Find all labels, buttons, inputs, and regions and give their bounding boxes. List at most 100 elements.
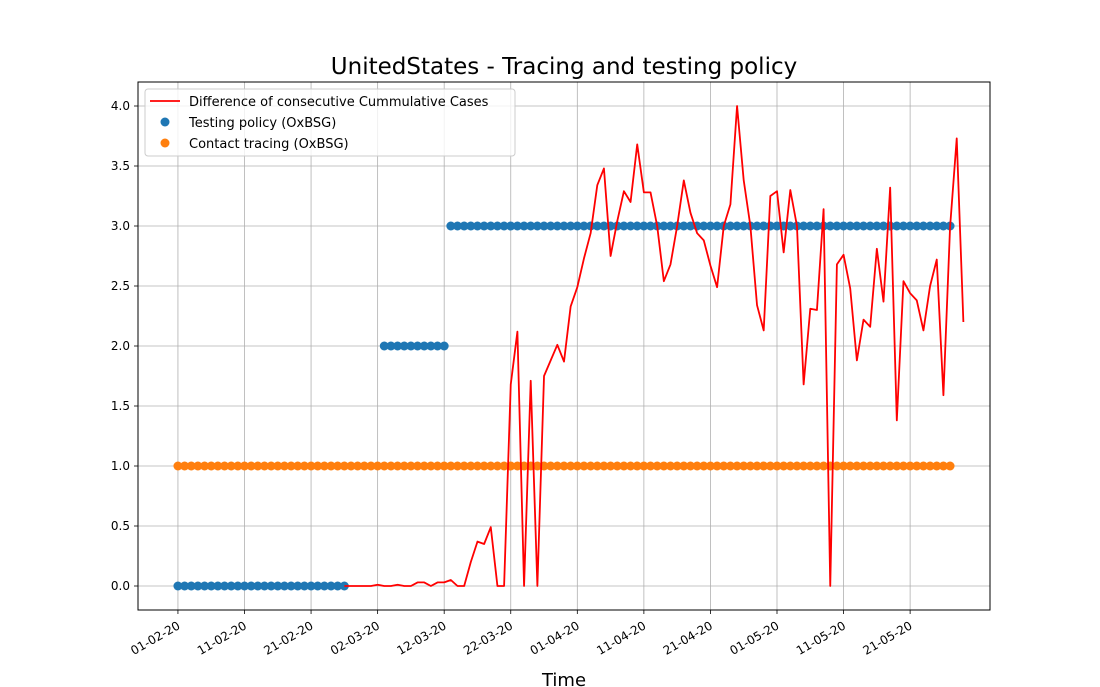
scatter-point <box>253 461 263 471</box>
scatter-point <box>240 581 249 591</box>
scatter-point <box>346 461 356 471</box>
scatter-point <box>632 461 642 471</box>
scatter-point <box>566 461 576 471</box>
scatter-point <box>439 461 449 471</box>
scatter-point <box>313 581 323 591</box>
scatter-point <box>552 221 562 231</box>
scatter-point <box>353 461 363 471</box>
scatter-point <box>499 461 509 471</box>
scatter-point <box>872 461 882 471</box>
scatter-point <box>180 461 190 471</box>
scatter-point <box>619 461 629 471</box>
scatter-point <box>266 581 276 591</box>
scatter-point <box>279 581 289 591</box>
scatter-point <box>419 461 429 471</box>
scatter-point <box>872 221 882 231</box>
scatter-point <box>512 221 522 231</box>
scatter-point <box>426 341 436 351</box>
scatter-point <box>532 221 542 231</box>
scatter-point <box>779 461 789 471</box>
scatter-point <box>206 581 216 591</box>
scatter-point <box>286 581 296 591</box>
y-tick-label: 0.0 <box>111 579 130 593</box>
scatter-point <box>492 461 502 471</box>
legend-label-testing: Testing policy (OxBSG) <box>188 116 336 131</box>
scatter-point <box>299 581 309 591</box>
scatter-point <box>579 461 589 471</box>
scatter-point <box>659 461 669 471</box>
scatter-point <box>253 581 263 591</box>
scatter-point <box>213 581 223 591</box>
scatter-point <box>206 461 216 471</box>
scatter-point <box>792 461 802 471</box>
scatter-point <box>905 221 915 231</box>
scatter-point <box>466 221 476 231</box>
scatter-point <box>293 461 303 471</box>
scatter-point <box>892 461 902 471</box>
scatter-point <box>466 461 476 471</box>
scatter-point <box>559 461 569 471</box>
scatter-point <box>479 221 489 231</box>
scatter-point <box>925 221 935 231</box>
legend-testing-marker <box>160 117 170 127</box>
y-tick-label: 1.5 <box>111 399 130 413</box>
scatter-point <box>732 221 742 231</box>
scatter-point <box>672 461 682 471</box>
scatter-point <box>286 461 296 471</box>
scatter-point <box>652 461 662 471</box>
scatter-point <box>433 341 443 351</box>
legend-label-cases: Difference of consecutive Cummulative Ca… <box>189 95 489 110</box>
scatter-point <box>519 221 529 231</box>
scatter-point <box>699 221 709 231</box>
scatter-point <box>639 221 649 231</box>
y-tick-label: 2.0 <box>111 339 130 353</box>
scatter-point <box>526 221 536 231</box>
scatter-point <box>725 461 735 471</box>
scatter-point <box>273 581 283 591</box>
scatter-point <box>918 221 928 231</box>
y-tick-label: 0.5 <box>111 519 130 533</box>
scatter-point <box>859 461 869 471</box>
scatter-point <box>606 461 616 471</box>
scatter-point <box>679 461 689 471</box>
scatter-point <box>685 221 695 231</box>
scatter-point <box>532 461 542 471</box>
scatter-point <box>433 461 443 471</box>
scatter-point <box>439 341 449 351</box>
scatter-point <box>732 461 742 471</box>
scatter-point <box>925 461 935 471</box>
scatter-point <box>912 461 922 471</box>
scatter-point <box>226 581 236 591</box>
scatter-point <box>785 461 795 471</box>
y-tick-label: 4.0 <box>111 99 130 113</box>
scatter-point <box>446 461 456 471</box>
scatter-point <box>725 221 735 231</box>
scatter-point <box>659 221 669 231</box>
scatter-point <box>765 461 775 471</box>
scatter-point <box>898 461 908 471</box>
scatter-point <box>413 461 423 471</box>
scatter-point <box>905 461 915 471</box>
scatter-point <box>279 461 289 471</box>
legend-box <box>144 88 516 157</box>
scatter-point <box>579 221 589 231</box>
scatter-point <box>892 221 902 231</box>
scatter-point <box>459 461 469 471</box>
y-tick-label: 1.0 <box>111 459 130 473</box>
scatter-point <box>246 461 256 471</box>
scatter-point <box>592 461 602 471</box>
scatter-point <box>393 461 403 471</box>
scatter-point <box>918 461 928 471</box>
scatter-point <box>699 461 709 471</box>
scatter-point <box>799 461 809 471</box>
scatter-point <box>293 581 303 591</box>
scatter-point <box>852 461 862 471</box>
scatter-point <box>386 461 396 471</box>
y-tick-label: 2.5 <box>111 279 130 293</box>
scatter-point <box>852 221 862 231</box>
scatter-point <box>938 221 948 231</box>
scatter-point <box>333 461 343 471</box>
scatter-point <box>220 581 230 591</box>
scatter-point <box>446 221 456 231</box>
